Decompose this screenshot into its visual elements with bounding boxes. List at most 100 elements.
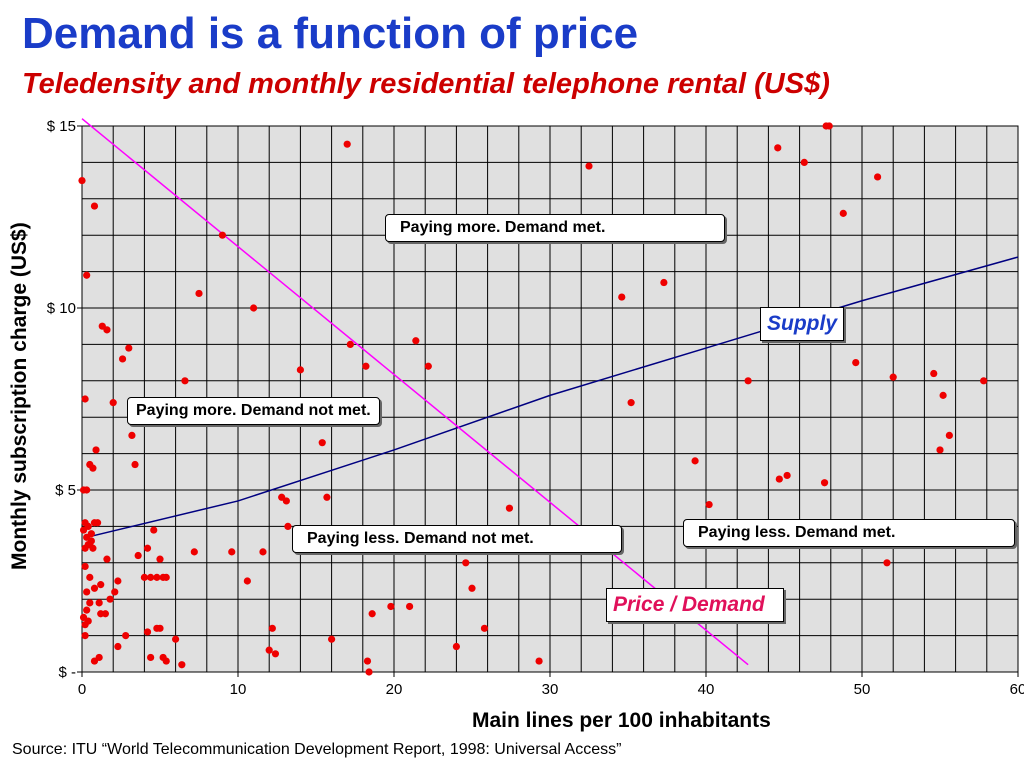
data-point bbox=[328, 635, 336, 643]
data-point bbox=[387, 602, 395, 611]
data-point bbox=[81, 632, 89, 640]
slide-title: Demand is a function of price bbox=[22, 9, 639, 58]
data-point bbox=[118, 355, 127, 363]
data-point bbox=[134, 551, 142, 560]
data-point bbox=[94, 519, 102, 527]
data-point bbox=[468, 584, 476, 592]
data-point bbox=[660, 278, 668, 287]
data-point bbox=[939, 391, 947, 399]
data-point bbox=[250, 304, 258, 312]
price-demand-label: Price / Demand bbox=[606, 588, 784, 622]
data-point bbox=[296, 366, 304, 374]
data-point bbox=[109, 399, 117, 407]
data-point bbox=[86, 599, 94, 607]
data-point bbox=[343, 140, 351, 148]
data-point bbox=[618, 293, 626, 301]
x-tick-label: 0 bbox=[78, 681, 86, 698]
data-point bbox=[178, 661, 186, 669]
x-tick-label: 30 bbox=[542, 681, 559, 698]
data-point bbox=[284, 522, 292, 531]
data-point bbox=[363, 657, 372, 665]
data-point bbox=[156, 624, 164, 632]
data-point bbox=[268, 624, 276, 632]
data-point bbox=[318, 439, 326, 447]
data-point bbox=[705, 500, 713, 509]
data-point bbox=[195, 289, 203, 298]
data-point bbox=[97, 581, 105, 589]
data-point bbox=[368, 610, 376, 618]
data-point bbox=[243, 577, 251, 585]
data-point bbox=[462, 559, 470, 567]
data-point bbox=[150, 526, 158, 534]
trend-lines bbox=[81, 118, 1019, 666]
data-point bbox=[114, 577, 122, 585]
data-point bbox=[282, 497, 290, 505]
data-point bbox=[936, 446, 944, 454]
data-point bbox=[153, 573, 161, 581]
x-tick-label: 50 bbox=[854, 681, 871, 698]
data-point bbox=[883, 559, 891, 567]
y-tick-label: $ 10 bbox=[47, 300, 76, 317]
data-point bbox=[92, 446, 100, 454]
annotation-paying-less-demand-met: Paying less. Demand met. bbox=[683, 519, 1015, 547]
data-point bbox=[480, 624, 489, 632]
data-point bbox=[945, 431, 953, 439]
data-point bbox=[774, 144, 782, 152]
data-point bbox=[83, 486, 91, 494]
supply-label: Supply bbox=[760, 307, 845, 341]
data-point bbox=[140, 573, 148, 581]
data-point bbox=[95, 653, 103, 662]
data-point bbox=[143, 628, 152, 636]
data-point bbox=[101, 610, 109, 618]
data-point bbox=[83, 588, 91, 596]
annotation-paying-more-demand-met: Paying more. Demand met. bbox=[385, 214, 725, 242]
data-point bbox=[125, 344, 133, 352]
slide-subtitle: Teledensity and monthly residential tele… bbox=[22, 68, 830, 100]
data-point bbox=[156, 555, 164, 563]
data-point bbox=[980, 377, 988, 385]
data-point bbox=[87, 537, 95, 545]
data-point bbox=[131, 460, 139, 469]
data-point bbox=[95, 599, 103, 607]
data-point bbox=[259, 548, 267, 556]
data-point bbox=[86, 573, 94, 581]
data-point bbox=[103, 326, 111, 334]
data-point bbox=[505, 504, 514, 512]
data-point bbox=[627, 399, 635, 407]
x-tick-label: 40 bbox=[698, 681, 715, 698]
data-point bbox=[346, 340, 354, 348]
annotation-paying-less-demand-not-met: Paying less. Demand not met. bbox=[292, 525, 622, 553]
data-point bbox=[162, 657, 170, 665]
data-point bbox=[744, 377, 752, 385]
data-point bbox=[365, 668, 373, 676]
data-point bbox=[89, 464, 97, 472]
demand-line bbox=[81, 118, 749, 666]
data-point bbox=[81, 395, 89, 403]
axis-ticks: $ - $ 5 $ 10 $ 15 0 10 20 30 40 50 60 bbox=[47, 118, 1024, 698]
data-point bbox=[181, 377, 189, 385]
data-point bbox=[90, 202, 99, 210]
data-point bbox=[406, 602, 414, 611]
data-point bbox=[323, 493, 331, 501]
data-point bbox=[81, 621, 89, 629]
data-point bbox=[452, 642, 460, 651]
data-point bbox=[412, 337, 420, 345]
data-point bbox=[783, 471, 791, 480]
data-point bbox=[800, 158, 808, 166]
data-point bbox=[172, 635, 180, 643]
data-point bbox=[106, 595, 114, 603]
data-point bbox=[691, 457, 699, 465]
data-point bbox=[79, 526, 88, 534]
data-point bbox=[162, 573, 170, 581]
data-point bbox=[122, 632, 130, 640]
data-point bbox=[143, 544, 152, 552]
data-point bbox=[585, 162, 593, 170]
data-point bbox=[128, 431, 136, 439]
data-point bbox=[825, 122, 833, 130]
x-tick-label: 20 bbox=[386, 681, 403, 698]
data-point bbox=[147, 573, 155, 581]
data-point bbox=[265, 646, 273, 654]
data-point bbox=[839, 209, 847, 217]
data-points bbox=[78, 122, 988, 676]
supply-line bbox=[86, 256, 1019, 539]
